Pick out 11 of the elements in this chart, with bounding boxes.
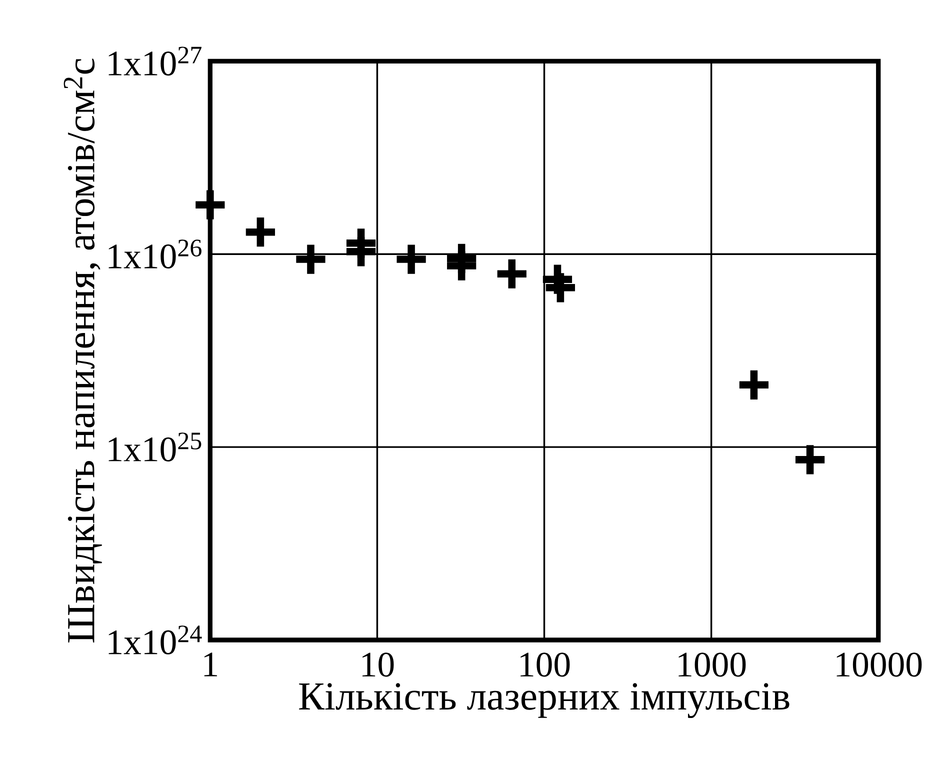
y-tick-label: 1x10$^{26}$ [108,240,202,268]
x-tick-label: 100 [520,652,570,677]
x-tick-label: 1 [204,652,217,676]
y-axis-title: Швидкість напилення, атомів/см$^{2}$с [64,58,102,642]
x-tick-label: 10 [362,652,394,677]
x-tick-label: 10000 [836,652,922,677]
x-axis-title: Кількість лазерних імпульсів [299,683,790,718]
x-tick-label: 1000 [678,652,746,677]
y-tick-label: 1x10$^{24}$ [108,625,202,654]
y-tick-label: 1x10$^{25}$ [108,432,202,462]
y-tick-label: 1x10$^{27}$ [108,46,202,76]
